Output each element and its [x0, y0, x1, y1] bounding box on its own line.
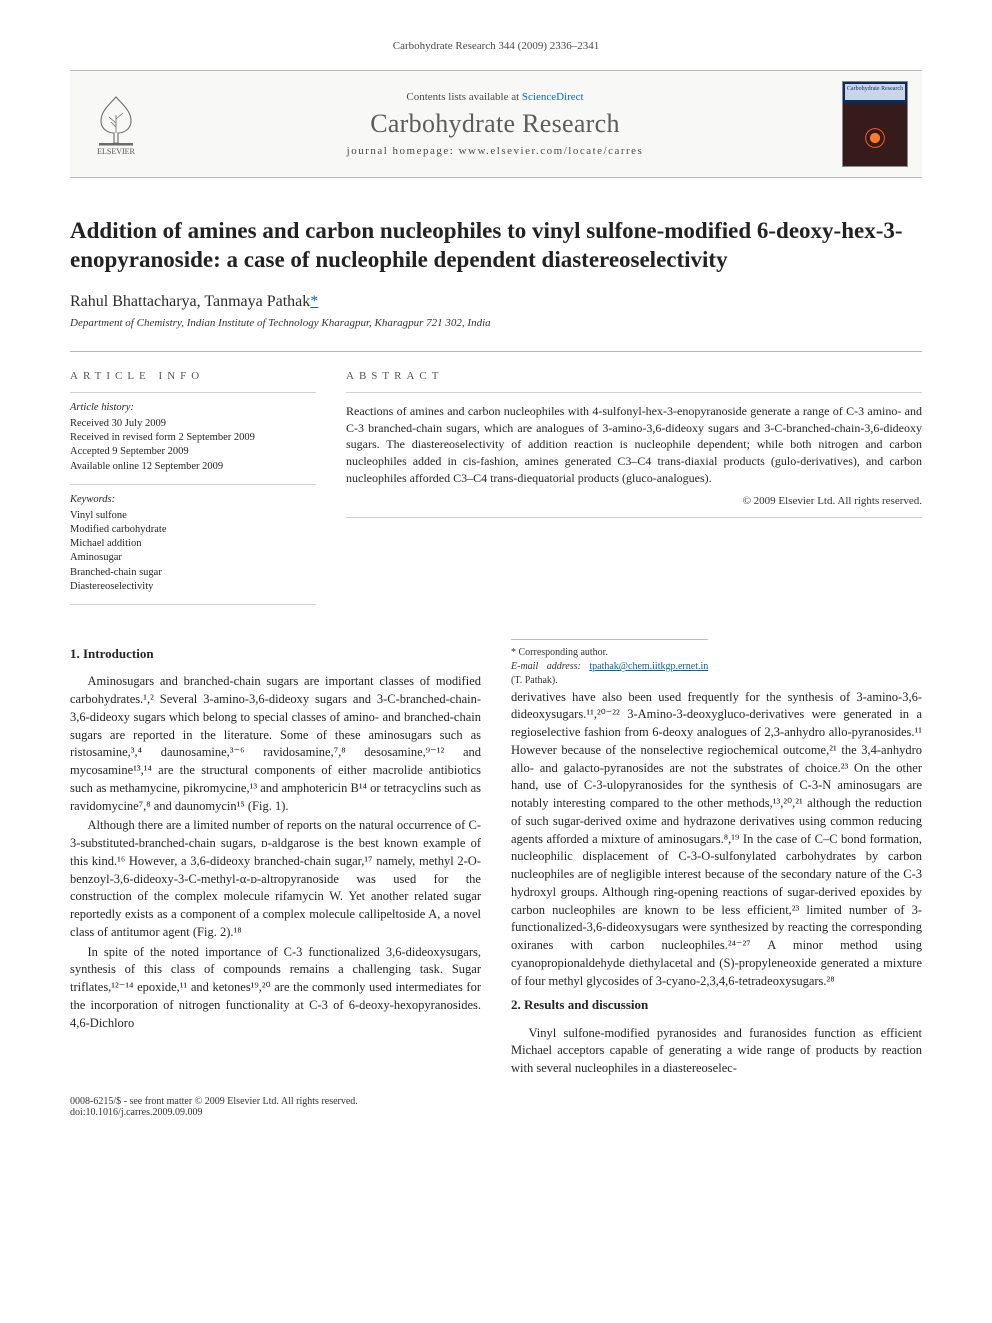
- keywords-label: Keywords:: [70, 493, 316, 507]
- email-label: E-mail address:: [511, 661, 581, 672]
- sciencedirect-link[interactable]: ScienceDirect: [522, 91, 584, 103]
- divider: [70, 392, 316, 393]
- section-heading-results: 2. Results and discussion: [511, 996, 922, 1014]
- cover-label: Carbohydrate Research: [842, 86, 908, 92]
- copyright-line: © 2009 Elsevier Ltd. All rights reserved…: [346, 495, 922, 507]
- contents-available-line: Contents lists available at ScienceDirec…: [166, 91, 824, 103]
- tree-icon: [91, 93, 141, 147]
- keyword: Branched-chain sugar: [70, 566, 316, 580]
- footnote-block: * Corresponding author. E-mail address: …: [511, 639, 708, 689]
- journal-masthead: ELSEVIER Contents lists available at Sci…: [70, 70, 922, 178]
- keyword: Aminosugar: [70, 551, 316, 565]
- divider: [70, 604, 316, 605]
- keyword: Modified carbohydrate: [70, 523, 316, 537]
- body-paragraph: In spite of the noted importance of C-3 …: [70, 944, 481, 1033]
- abstract-text: Reactions of amines and carbon nucleophi…: [346, 403, 922, 487]
- journal-name: Carbohydrate Research: [166, 109, 824, 139]
- section-heading-introduction: 1. Introduction: [70, 645, 481, 663]
- author-names: Rahul Bhattacharya, Tanmaya Pathak: [70, 293, 310, 310]
- journal-homepage-line: journal homepage: www.elsevier.com/locat…: [166, 145, 824, 157]
- keyword: Vinyl sulfone: [70, 509, 316, 523]
- doi-line: doi:10.1016/j.carres.2009.09.009: [70, 1107, 922, 1118]
- issn-line: 0008-6215/$ - see front matter © 2009 El…: [70, 1096, 922, 1107]
- elsevier-logo: ELSEVIER: [84, 88, 148, 160]
- affiliation: Department of Chemistry, Indian Institut…: [70, 317, 922, 329]
- abstract-label: ABSTRACT: [346, 370, 922, 382]
- history-label: Article history:: [70, 401, 316, 415]
- author-list: Rahul Bhattacharya, Tanmaya Pathak*: [70, 293, 922, 311]
- keyword: Diastereoselectivity: [70, 580, 316, 594]
- article-title: Addition of amines and carbon nucleophil…: [70, 216, 922, 275]
- corresponding-author-marker[interactable]: *: [310, 293, 318, 310]
- history-online: Available online 12 September 2009: [70, 460, 316, 474]
- keyword: Michael addition: [70, 537, 316, 551]
- body-paragraph: Vinyl sulfone-modified pyranosides and f…: [511, 1025, 922, 1078]
- body-paragraph: Although there are a limited number of r…: [70, 817, 481, 941]
- journal-cover-thumbnail: Carbohydrate Research: [842, 81, 908, 167]
- abstract-column: ABSTRACT Reactions of amines and carbon …: [346, 370, 922, 613]
- history-revised: Received in revised form 2 September 200…: [70, 431, 316, 445]
- history-accepted: Accepted 9 September 2009: [70, 445, 316, 459]
- article-info-label: ARTICLE INFO: [70, 370, 316, 382]
- homepage-url[interactable]: www.elsevier.com/locate/carres: [459, 145, 644, 157]
- contents-prefix: Contents lists available at: [406, 91, 521, 103]
- body-paragraph: Aminosugars and branched-chain sugars ar…: [70, 673, 481, 815]
- divider: [346, 392, 922, 393]
- article-body: 1. Introduction Aminosugars and branched…: [70, 639, 922, 1078]
- divider: [346, 517, 922, 518]
- front-matter-colophon: 0008-6215/$ - see front matter © 2009 El…: [70, 1096, 922, 1118]
- divider: [70, 484, 316, 485]
- publisher-name: ELSEVIER: [97, 147, 135, 156]
- running-header: Carbohydrate Research 344 (2009) 2336–23…: [70, 40, 922, 52]
- homepage-prefix: journal homepage:: [347, 145, 459, 157]
- corresponding-author-footnote: * Corresponding author.: [511, 646, 708, 660]
- history-received: Received 30 July 2009: [70, 417, 316, 431]
- body-paragraph: derivatives have also been used frequent…: [511, 689, 922, 991]
- email-attribution: (T. Pathak).: [511, 675, 558, 686]
- article-info-column: ARTICLE INFO Article history: Received 3…: [70, 370, 316, 613]
- author-email-link[interactable]: tpathak@chem.iitkgp.ernet.in: [589, 661, 708, 672]
